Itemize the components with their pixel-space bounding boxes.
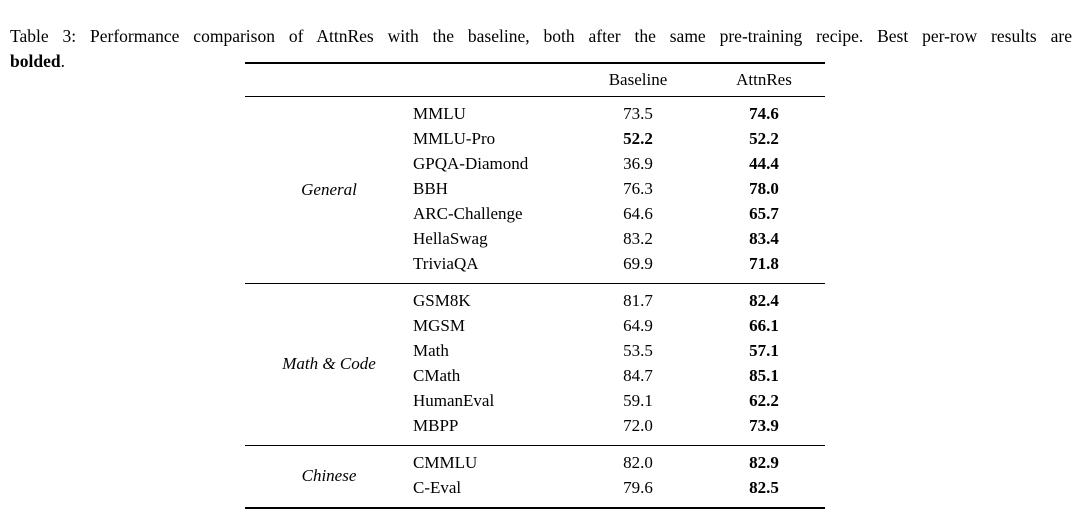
group-label-general: General — [301, 179, 357, 199]
table-row: BBH 76.3 78.0 — [245, 177, 825, 202]
attnres-value: 82.9 — [749, 453, 779, 472]
table-caption: Table 3: Performance comparison of AttnR… — [10, 24, 1072, 74]
baseline-value: 73.5 — [623, 104, 653, 123]
group-general: General MMLU 73.5 74.6 MMLU-Pro 52.2 52.2 GPQA-… — [245, 96, 825, 283]
col-header-baseline: Baseline — [573, 63, 703, 97]
attnres-value: 44.4 — [749, 154, 779, 173]
benchmark-name: C-Eval — [413, 478, 462, 497]
table-row: ARC-Challenge 64.6 65.7 — [245, 202, 825, 227]
caption-suffix: . — [60, 50, 65, 71]
benchmark-name: HellaSwag — [413, 229, 488, 248]
table-row: MGSM 64.9 66.1 — [245, 314, 825, 339]
table-row: General MMLU 73.5 74.6 — [245, 96, 825, 199]
benchmark-name: MMLU — [413, 104, 466, 123]
group-math-code: Math & Code GSM8K 81.7 82.4 MGSM 64.9 66.1 Math… — [245, 283, 825, 445]
baseline-value: 52.2 — [623, 129, 653, 148]
benchmark-name: GSM8K — [413, 291, 471, 310]
attnres-value: 78.0 — [749, 179, 779, 198]
header-empty-group — [245, 63, 413, 97]
caption-bold-word: bolded — [10, 50, 61, 71]
caption-line2: bolded. — [10, 49, 1072, 74]
table-row: HumanEval 59.1 62.2 — [245, 389, 825, 414]
results-table: Baseline AttnRes General MMLU 73.5 74.6 MMLU… — [245, 62, 825, 509]
caption-line1: Table 3: Performance comparison of AttnR… — [10, 25, 1072, 46]
col-header-attnres: AttnRes — [703, 63, 825, 97]
baseline-value: 76.3 — [623, 179, 653, 198]
table-row: GPQA-Diamond 36.9 44.4 — [245, 152, 825, 177]
attnres-value: 52.2 — [749, 129, 779, 148]
attnres-value: 57.1 — [749, 341, 779, 360]
group-label-chinese: Chinese — [301, 466, 357, 485]
benchmark-name: ARC-Challenge — [413, 204, 523, 223]
benchmark-name: MBPP — [413, 416, 459, 435]
benchmark-name: TriviaQA — [413, 254, 479, 273]
group-chinese: Chinese CMMLU 82.0 82.9 C-Eval 79.6 82.5 — [245, 445, 825, 508]
benchmark-name: CMMLU — [413, 453, 478, 472]
attnres-value: 73.9 — [749, 416, 779, 435]
table-row: HellaSwag 83.2 83.4 — [245, 227, 825, 252]
benchmark-name: MMLU-Pro — [413, 129, 496, 148]
baseline-value: 36.9 — [623, 154, 653, 173]
benchmark-name: HumanEval — [413, 391, 495, 410]
table-row: C-Eval 79.6 82.5 — [245, 476, 825, 508]
attnres-value: 74.6 — [749, 104, 779, 123]
benchmark-name: GPQA-Diamond — [413, 154, 529, 173]
benchmark-name: CMath — [413, 366, 461, 385]
table-row: Math 53.5 57.1 — [245, 339, 825, 364]
attnres-value: 82.4 — [749, 291, 779, 310]
baseline-value: 84.7 — [623, 366, 653, 385]
table-row: MBPP 72.0 73.9 — [245, 414, 825, 446]
benchmark-name: BBH — [413, 179, 448, 198]
table-row: Math & Code GSM8K 81.7 82.4 — [245, 283, 825, 373]
benchmark-name: MGSM — [413, 316, 465, 335]
group-label-math-code: Math & Code — [282, 354, 376, 373]
baseline-value: 64.6 — [623, 204, 653, 223]
attnres-value: 83.4 — [749, 229, 779, 248]
baseline-value: 82.0 — [623, 453, 653, 472]
header-empty-benchmark — [413, 63, 573, 97]
table-row: Chinese CMMLU 82.0 82.9 — [245, 445, 825, 485]
attnres-value: 66.1 — [749, 316, 779, 335]
baseline-value: 81.7 — [623, 291, 653, 310]
table-row: CMath 84.7 85.1 — [245, 364, 825, 389]
table-row: TriviaQA 69.9 71.8 — [245, 252, 825, 284]
attnres-value: 82.5 — [749, 478, 779, 497]
baseline-value: 53.5 — [623, 341, 653, 360]
attnres-value: 71.8 — [749, 254, 779, 273]
baseline-value: 59.1 — [623, 391, 653, 410]
table-row: MMLU-Pro 52.2 52.2 — [245, 127, 825, 152]
header-row: Baseline AttnRes — [245, 63, 825, 97]
attnres-value: 65.7 — [749, 204, 779, 223]
benchmark-name: Math — [413, 341, 449, 360]
baseline-value: 69.9 — [623, 254, 653, 273]
attnres-value: 85.1 — [749, 366, 779, 385]
attnres-value: 62.2 — [749, 391, 779, 410]
baseline-value: 64.9 — [623, 316, 653, 335]
table-header: Baseline AttnRes — [245, 63, 825, 97]
baseline-value: 83.2 — [623, 229, 653, 248]
baseline-value: 79.6 — [623, 478, 653, 497]
baseline-value: 72.0 — [623, 416, 653, 435]
